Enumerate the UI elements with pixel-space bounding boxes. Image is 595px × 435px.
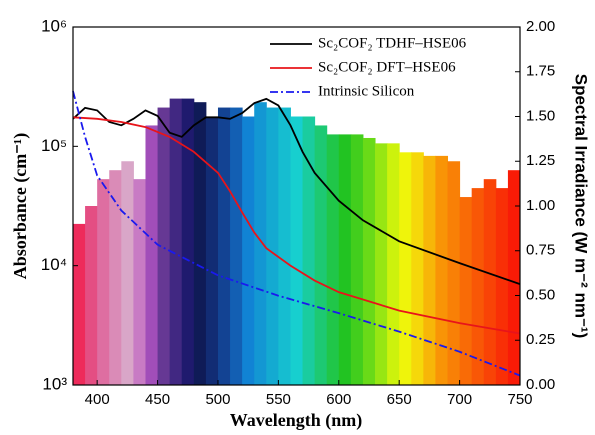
x-tick-label: 450: [145, 391, 170, 408]
irradiance-bar: [338, 134, 352, 385]
irradiance-bar: [435, 155, 449, 385]
y-axis-label: Absorbance (cm⁻¹): [10, 133, 31, 279]
irradiance-bar: [507, 170, 521, 385]
y2-axis-label: Spectral Irradiance (W m⁻² nm⁻¹): [572, 74, 591, 339]
legend-label: Sc₂COF₂ TDHF–HSE06: [318, 35, 467, 51]
irradiance-bar: [254, 102, 267, 386]
irradiance-bar: [121, 161, 134, 385]
x-tick-label: 500: [205, 391, 230, 408]
legend-label: Sc₂COF₂ DFT–HSE06: [318, 59, 456, 75]
x-axis-label: Wavelength (nm): [230, 410, 363, 431]
irradiance-bar: [109, 170, 122, 385]
x-tick-label: 550: [266, 391, 291, 408]
irradiance-bar: [399, 152, 412, 385]
irradiance-bar: [375, 143, 388, 385]
legend-label: Intrinsic Silicon: [318, 83, 415, 99]
y2-tick-label: 1.25: [526, 152, 555, 169]
y2-tick-label: 0.25: [526, 331, 555, 348]
irradiance-bar: [181, 98, 195, 385]
irradiance-bar: [326, 134, 340, 385]
irradiance-bar: [73, 223, 86, 385]
irradiance-bar: [411, 152, 424, 385]
irradiance-bar: [97, 179, 110, 385]
x-tick-label: 600: [326, 391, 351, 408]
irradiance-bar: [278, 107, 291, 386]
x-tick-label: 650: [387, 391, 412, 408]
irradiance-bar: [350, 134, 364, 385]
y2-tick-label: 2.00: [526, 18, 555, 35]
y-tick-label: 10⁴: [41, 255, 67, 274]
irradiance-bar: [169, 98, 183, 385]
irradiance-bar: [483, 179, 497, 385]
y2-tick-label: 1.00: [526, 197, 555, 214]
irradiance-bar: [495, 188, 509, 385]
irradiance-bar: [266, 107, 279, 386]
irradiance-bar: [217, 107, 231, 386]
irradiance-bar: [205, 116, 219, 385]
data-line: [72, 116, 521, 335]
data-line: [72, 97, 521, 286]
irradiance-bar: [314, 125, 328, 385]
irradiance-bar: [387, 143, 400, 385]
y2-tick-label: 0.50: [526, 286, 555, 303]
data-line: [72, 90, 521, 377]
irradiance-bar: [145, 125, 159, 385]
y-tick-label: 10⁶: [41, 16, 67, 35]
irradiance-bar: [290, 116, 304, 385]
y2-tick-label: 0.75: [526, 242, 555, 259]
y2-tick-label: 1.50: [526, 107, 555, 124]
irradiance-bar: [85, 206, 98, 385]
x-tick-label: 750: [507, 391, 532, 408]
y2-tick-label: 1.75: [526, 63, 555, 80]
irradiance-bar: [157, 107, 171, 386]
irradiance-bar: [459, 197, 473, 385]
y-tick-label: 10⁵: [41, 136, 67, 155]
irradiance-bar: [133, 179, 146, 385]
irradiance-bar: [302, 116, 316, 385]
irradiance-bar: [447, 161, 461, 385]
irradiance-bar: [362, 137, 376, 385]
irradiance-bar: [242, 116, 255, 385]
x-tick-label: 400: [85, 391, 110, 408]
irradiance-bar: [423, 155, 436, 385]
irradiance-bar: [193, 102, 207, 386]
y2-tick-label: 0.00: [526, 376, 555, 393]
irradiance-bar: [471, 188, 485, 385]
y-tick-label: 10³: [42, 374, 67, 393]
x-tick-label: 700: [447, 391, 472, 408]
irradiance-bar: [230, 107, 243, 386]
